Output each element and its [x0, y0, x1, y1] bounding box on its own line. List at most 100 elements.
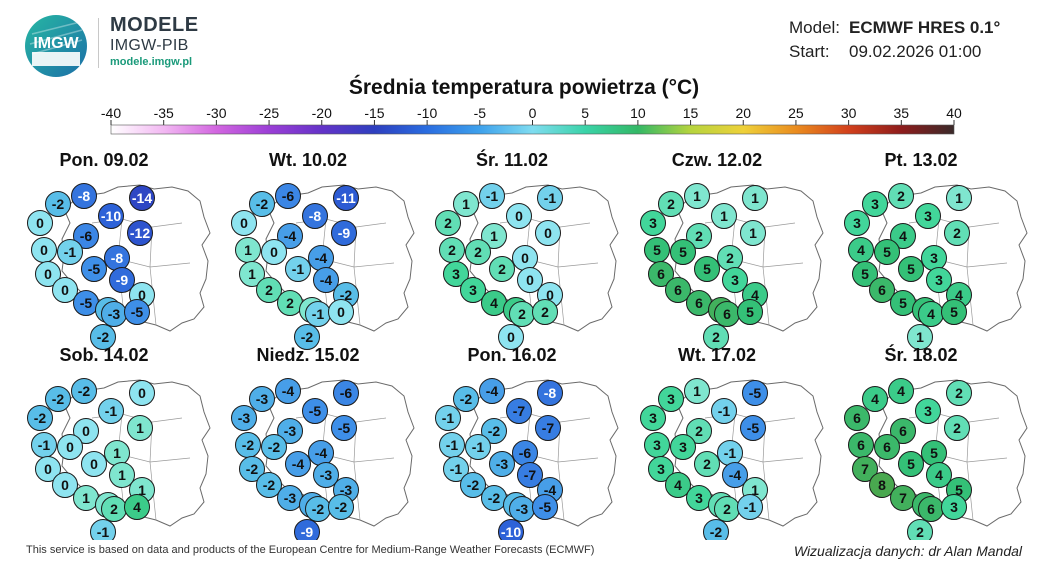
temp-marker	[73, 418, 99, 444]
temp-marker	[129, 380, 155, 406]
temp-marker	[648, 261, 674, 287]
temp-value: -10	[501, 524, 521, 540]
temp-value: 3	[731, 272, 739, 288]
colorbar-tick-label: -5	[474, 105, 487, 121]
temp-marker	[658, 386, 684, 412]
temp-marker	[127, 220, 153, 246]
start-row: Start: 09.02.2026 01:00	[789, 42, 1004, 62]
temp-value: -5	[747, 420, 760, 436]
brand-subtitle: IMGW-PIB	[110, 37, 189, 54]
temp-value: 0	[138, 287, 146, 303]
temp-marker	[852, 261, 878, 287]
temp-value: 6	[883, 439, 891, 455]
temp-value: 3	[871, 196, 879, 212]
temp-marker	[737, 494, 763, 520]
temp-value: -12	[130, 225, 150, 241]
temp-value: 6	[899, 423, 907, 439]
temp-value: -8	[544, 385, 557, 401]
temp-value: -4	[729, 467, 742, 483]
temp-marker	[52, 277, 78, 303]
brand-url-link[interactable]: modele.imgw.pl	[110, 56, 193, 68]
temp-value: -2	[268, 439, 281, 455]
day-panel: Pon. 16.02-2 -4-7-8-1-2 -7-1 -1 -6-1 -3-7-2 -4…	[435, 345, 619, 540]
temp-value: 2	[265, 282, 273, 298]
temp-value: 6	[857, 437, 865, 453]
temp-value: 0	[526, 272, 534, 288]
temp-value: -1	[312, 306, 325, 322]
temp-value: 3	[930, 250, 938, 266]
temp-marker	[665, 277, 691, 303]
temp-value: 3	[924, 403, 932, 419]
temp-marker	[481, 418, 507, 444]
temp-value: 1	[244, 242, 252, 258]
temp-marker	[73, 223, 99, 249]
temp-value: -2	[301, 329, 314, 345]
temp-value: 0	[90, 456, 98, 472]
temp-marker	[277, 418, 303, 444]
temp-value: -2	[263, 477, 276, 493]
temp-marker	[869, 472, 895, 498]
temp-value: 1	[916, 329, 924, 345]
temp-value: 3	[924, 208, 932, 224]
day-panel: Sob. 14.02-2-2-10-201-101001011124-1	[27, 345, 211, 540]
temp-marker	[907, 519, 933, 540]
temp-value: -4	[315, 250, 328, 266]
temp-marker	[506, 398, 532, 424]
colorbar-tick-label: -25	[259, 105, 279, 121]
temp-value: 2	[897, 188, 905, 204]
temp-value: 2	[695, 423, 703, 439]
logo-text: IMGW	[33, 35, 79, 52]
temp-marker	[869, 277, 895, 303]
temp-marker	[686, 223, 712, 249]
temp-value: 2	[955, 385, 963, 401]
temp-value: -1	[446, 437, 459, 453]
temp-marker	[294, 324, 320, 350]
temp-value: -1	[64, 244, 77, 260]
day-panel: Wt. 10.02-2-6-8-110-4-910-41-1-42-221-10…	[231, 150, 415, 350]
temp-marker	[888, 378, 914, 404]
temp-value: 2	[712, 329, 720, 345]
day-panel: Śr. 18.0244326626657548576632	[844, 344, 1028, 540]
temp-marker	[498, 324, 524, 350]
temp-value: 4	[871, 391, 879, 407]
temp-marker	[57, 239, 83, 265]
temp-value: 0	[66, 439, 74, 455]
temp-value: -5	[749, 385, 762, 401]
temp-marker	[81, 256, 107, 282]
model-row: Model: ECMWF HRES 0.1°	[789, 18, 1004, 38]
temp-marker	[740, 220, 766, 246]
temp-value: 1	[693, 383, 701, 399]
temp-value: -4	[544, 482, 557, 498]
temp-value: 5	[883, 244, 891, 260]
temp-marker	[907, 324, 933, 350]
temp-value: 1	[113, 445, 121, 461]
day-label: Czw. 12.02	[672, 150, 762, 170]
temp-value: 1	[720, 208, 728, 224]
temp-marker	[740, 415, 766, 441]
temp-marker	[915, 203, 941, 229]
temp-marker	[648, 456, 674, 482]
start-value: 09.02.2026 01:00	[849, 42, 982, 61]
temp-value: 1	[693, 188, 701, 204]
temp-marker	[331, 220, 357, 246]
colorbar-tick-label: 30	[841, 105, 857, 121]
temp-value: 0	[138, 385, 146, 401]
temp-value: -8	[309, 208, 322, 224]
temp-marker	[844, 210, 870, 236]
temp-value: -5	[88, 261, 101, 277]
temp-marker	[261, 239, 287, 265]
temp-value: 1	[136, 420, 144, 436]
temp-value: 2	[695, 228, 703, 244]
temp-value: -8	[111, 250, 124, 266]
temp-marker	[71, 183, 97, 209]
temp-marker	[435, 405, 461, 431]
model-value: ECMWF HRES 0.1°	[849, 18, 1001, 37]
temp-marker	[517, 267, 543, 293]
temp-marker	[711, 398, 737, 424]
temp-marker	[640, 210, 666, 236]
temp-marker	[658, 191, 684, 217]
temp-value: 5	[950, 304, 958, 320]
temp-marker	[941, 494, 967, 520]
temp-value: -1	[450, 461, 463, 477]
temp-marker	[481, 223, 507, 249]
